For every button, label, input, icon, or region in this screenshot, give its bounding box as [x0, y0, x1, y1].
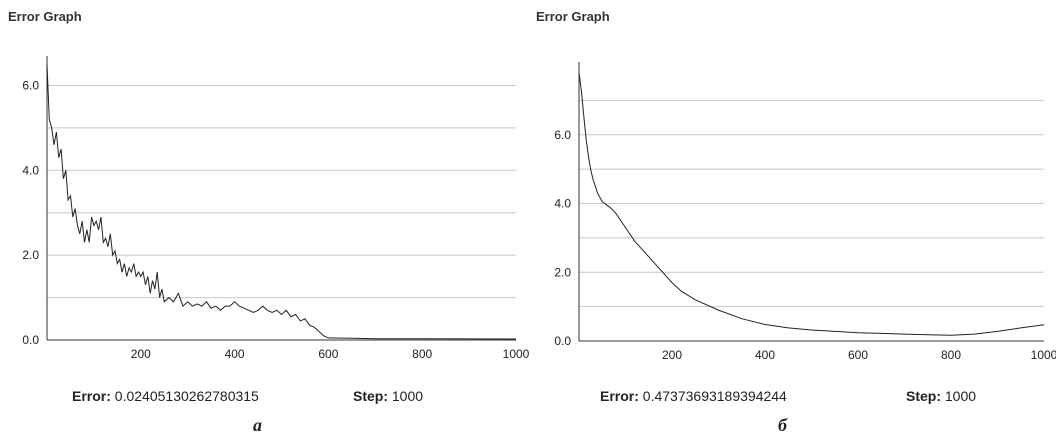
step-label: Step:: [353, 388, 388, 404]
step-label: Step:: [906, 388, 941, 404]
x-tick-label: 1000: [1031, 348, 1056, 362]
error-graph-panel-b: Error Graph 0.0 2.0 4.0 6.0 200 400 600 800 1000…: [528, 0, 1056, 441]
chart-title: Error Graph: [8, 9, 82, 24]
error-label: Error:: [72, 388, 111, 404]
step-readout: Step: 1000: [906, 388, 976, 404]
error-graph-plot-a: 0.0 2.0 4.0 6.0 200 400 600 800 1000: [22, 56, 530, 361]
x-tick-label: 400: [755, 348, 775, 362]
error-value: 0.02405130262780315: [114, 388, 259, 404]
error-series-line: [46, 64, 517, 340]
x-tick-label: 600: [318, 347, 338, 361]
error-label: Error:: [600, 388, 639, 404]
chart-title: Error Graph: [536, 9, 610, 24]
step-readout: Step: 1000: [353, 388, 423, 404]
y-tick-label: 0.0: [554, 334, 571, 348]
x-tick-label: 600: [848, 348, 868, 362]
x-tick-label: 400: [225, 347, 245, 361]
y-tick-label: 2.0: [22, 248, 39, 262]
y-tick-label: 4.0: [554, 197, 571, 211]
step-value: 1000: [944, 388, 977, 404]
x-tick-label: 200: [662, 348, 682, 362]
figure-caption-a: а: [253, 415, 262, 435]
x-tick-label: 800: [941, 348, 961, 362]
step-value: 1000: [391, 388, 424, 404]
y-tick-label: 6.0: [554, 128, 571, 142]
error-graph-panel-a: Error Graph 0.0 2.0 4.0 6.0 200 400 600 800 1000…: [8, 9, 530, 435]
x-tick-label: 200: [131, 347, 151, 361]
y-tick-label: 0.0: [22, 333, 39, 347]
y-tick-label: 4.0: [22, 163, 39, 177]
y-tick-label: 6.0: [22, 78, 39, 92]
figure-caption-b: б: [778, 415, 787, 435]
error-readout: Error: 0.47373693189394244: [600, 388, 787, 404]
error-value: 0.47373693189394244: [642, 388, 787, 404]
error-series-line: [578, 72, 1045, 336]
error-graph-plot-b: 0.0 2.0 4.0 6.0 200 400 600 800 1000: [554, 62, 1056, 362]
error-readout: Error: 0.02405130262780315: [72, 388, 259, 404]
x-tick-label: 800: [412, 347, 432, 361]
x-tick-label: 1000: [503, 347, 530, 361]
y-tick-label: 2.0: [554, 265, 571, 279]
